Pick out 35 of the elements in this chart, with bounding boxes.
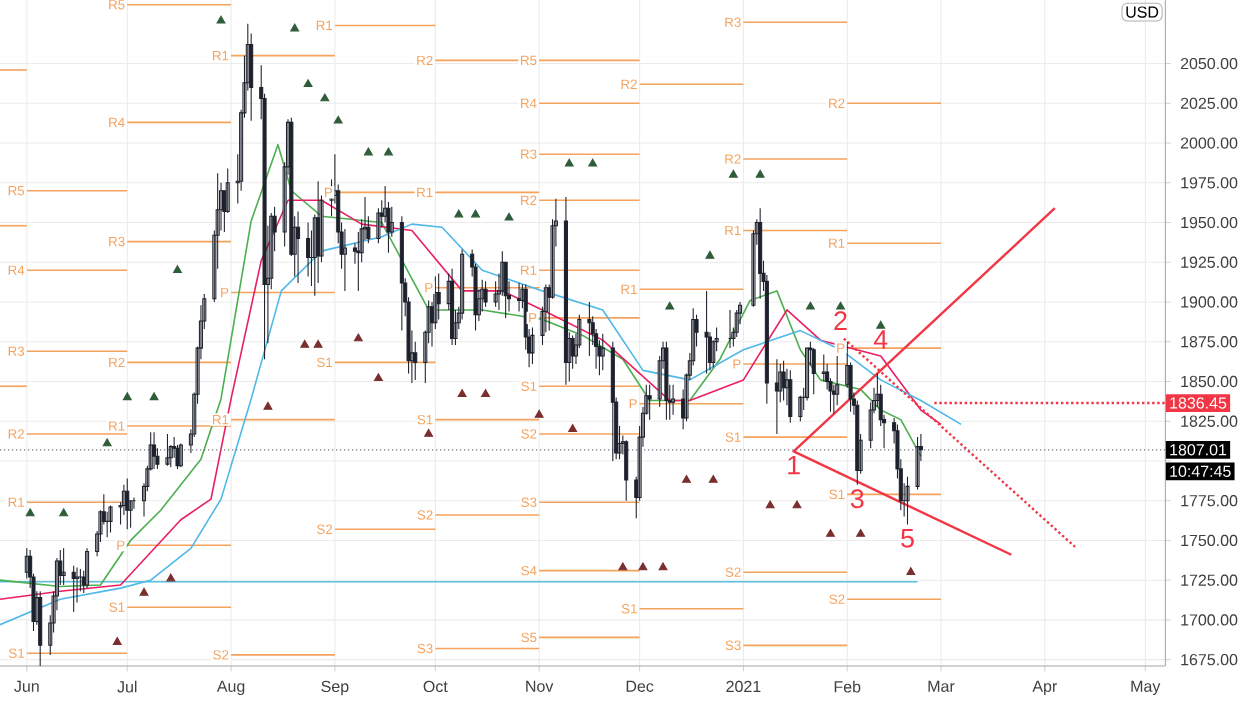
- x-tick-label: Jul: [117, 680, 137, 693]
- y-tick-label: 1825.00: [1181, 415, 1238, 427]
- y-tick-label: 2025.00: [1180, 97, 1238, 109]
- x-tick-label: Mar: [928, 680, 955, 692]
- x-tick-label: Dec: [626, 680, 654, 692]
- y-tick-label: 1700.00: [1181, 614, 1238, 626]
- y-tick-label: 1775.00: [1181, 495, 1238, 507]
- annotation: 2: [834, 311, 847, 330]
- y-tick-label: 1950.00: [1181, 216, 1238, 229]
- data-label: 1836.45: [1170, 397, 1227, 409]
- y-tick-label: 1925.00: [1181, 256, 1238, 268]
- x-tick-label: Aug: [216, 680, 245, 696]
- x-tick-label: Nov: [526, 680, 554, 692]
- y-tick-label: 1725.00: [1181, 574, 1238, 586]
- x-tick-label: 2021: [726, 680, 761, 693]
- y-tick-label: 1875.00: [1181, 336, 1238, 348]
- x-tick-label: May: [1131, 680, 1161, 696]
- y-tick-label: 1675.00: [1181, 653, 1238, 666]
- y-tick-label: 1975.00: [1181, 177, 1238, 189]
- x-tick-label: Jun: [14, 680, 39, 692]
- text: 10:47:45: [1170, 465, 1231, 477]
- x-tick-label: Feb: [834, 680, 861, 693]
- annotation: USD: [1126, 6, 1159, 18]
- annotation: 4: [873, 330, 888, 349]
- annotation: 1: [788, 455, 800, 475]
- x-tick-label: Sep: [321, 680, 349, 696]
- y-tick-label: 1900.00: [1181, 296, 1238, 308]
- y-tick-label: 2050.00: [1180, 57, 1238, 70]
- x-tick-label: Oct: [423, 680, 448, 693]
- y-tick-label: 2000.00: [1180, 137, 1238, 149]
- x-tick-label: Apr: [1032, 680, 1057, 696]
- y-tick-label: 1750.00: [1181, 534, 1238, 547]
- annotation: 5: [901, 529, 914, 548]
- y-tick-label: 1850.00: [1181, 375, 1238, 388]
- ref-line-label: 1807.01: [1170, 444, 1227, 456]
